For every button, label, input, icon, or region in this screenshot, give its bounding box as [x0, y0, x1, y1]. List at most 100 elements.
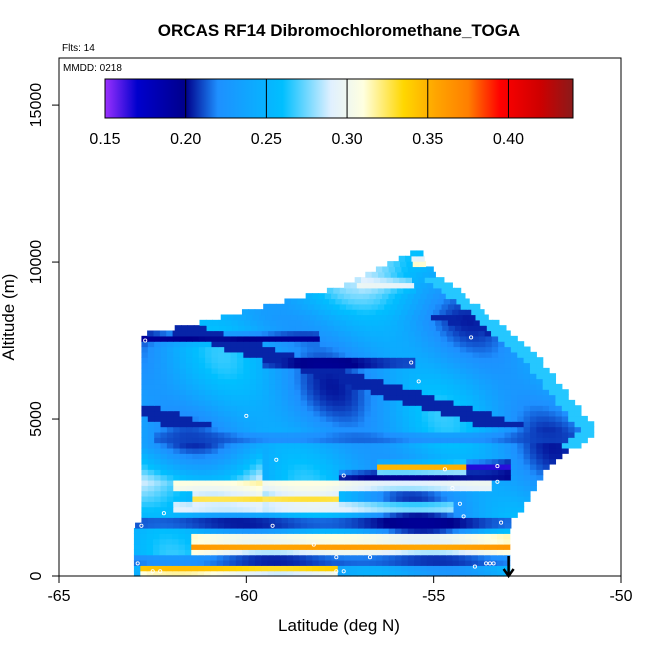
heatmap-cell [542, 378, 550, 385]
heatmap-cell [485, 485, 493, 492]
heatmap-cell [383, 383, 391, 390]
heatmap-cell [377, 335, 385, 342]
heatmap-cell [485, 335, 493, 342]
heatmap-cell [172, 570, 180, 577]
heatmap-cell [357, 367, 365, 374]
heatmap-cell [459, 474, 467, 481]
heatmap-cell [370, 490, 378, 497]
heatmap-cell [326, 351, 334, 358]
heatmap-cell [345, 367, 353, 374]
heatmap-cell [166, 421, 174, 428]
heatmap-cell [307, 367, 314, 374]
heatmap-cell [300, 367, 308, 374]
heatmap-cell [166, 357, 174, 364]
heatmap-cell [377, 394, 385, 401]
heatmap-cell [587, 431, 595, 438]
heatmap-cell [459, 373, 467, 380]
heatmap-cell [186, 485, 193, 492]
heatmap-cell [147, 367, 155, 374]
heatmap-cell [466, 341, 474, 348]
heatmap-cell [280, 570, 288, 577]
heatmap-cell [299, 543, 307, 550]
heatmap-cell [396, 394, 404, 401]
heatmap-cell [166, 442, 174, 449]
heatmap-cell [351, 501, 359, 508]
heatmap-cell [498, 437, 506, 444]
heatmap-cell [326, 485, 334, 492]
heatmap-cell [363, 533, 371, 540]
heatmap-cell [428, 501, 436, 508]
heatmap-cell [286, 554, 294, 561]
heatmap-cell [217, 383, 225, 390]
heatmap-cell [338, 367, 346, 374]
heatmap-cell [179, 458, 187, 465]
heatmap-cell [504, 362, 512, 369]
heatmap-cell [369, 293, 377, 300]
heatmap-cell [205, 501, 213, 508]
heatmap-cell [363, 527, 371, 534]
heatmap-cell [229, 330, 237, 337]
heatmap-cell [326, 319, 334, 326]
heatmap-cell [307, 319, 315, 326]
heatmap-cell [254, 549, 262, 556]
heatmap-cell [382, 330, 390, 337]
heatmap-cell [364, 490, 372, 497]
heatmap-cell [184, 527, 192, 534]
heatmap-cell [319, 399, 327, 406]
heatmap-cell [369, 570, 377, 577]
heatmap-cell [399, 298, 407, 305]
heatmap-cell [504, 522, 512, 529]
heatmap-cell [428, 431, 436, 438]
heatmap-cell [338, 511, 346, 518]
heatmap-cell [318, 293, 326, 300]
heatmap-cell [403, 287, 411, 294]
heatmap-cell [268, 495, 276, 502]
heatmap-cell [331, 309, 339, 316]
heatmap-cell [243, 373, 251, 380]
heatmap-cell [211, 501, 219, 508]
heatmap-cell [205, 389, 213, 396]
heatmap-cell [459, 501, 467, 508]
heatmap-cell [186, 490, 193, 497]
heatmap-cell [428, 479, 436, 486]
heatmap-cell [433, 565, 441, 572]
heatmap-cell [415, 362, 423, 369]
heatmap-cell [254, 543, 262, 550]
heatmap-cell [326, 431, 334, 438]
heatmap-cell [529, 351, 537, 358]
heatmap-cell [332, 421, 340, 428]
heatmap-cell [268, 463, 276, 470]
heatmap-cell [243, 453, 251, 460]
heatmap-cell [561, 421, 569, 428]
heatmap-cell [375, 565, 383, 572]
heatmap-cell [313, 437, 321, 444]
heatmap-cell [268, 426, 276, 433]
heatmap-cell [491, 517, 499, 524]
heatmap-cell [166, 367, 174, 374]
heatmap-cell [230, 394, 238, 401]
heatmap-cell [344, 330, 352, 337]
heatmap-cell [395, 266, 402, 273]
heatmap-cell [268, 437, 276, 444]
heatmap-cell [217, 421, 225, 428]
heatmap-cell [529, 463, 537, 470]
heatmap-cell [326, 458, 334, 465]
heatmap-cell [549, 383, 557, 390]
heatmap-cell [504, 367, 512, 374]
heatmap-cell [498, 522, 506, 529]
heatmap-cell [230, 410, 238, 417]
heatmap-cell [529, 485, 537, 492]
heatmap-cell [256, 378, 264, 385]
heatmap-cell [517, 485, 525, 492]
heatmap-cell [198, 341, 206, 348]
heatmap-cell [555, 453, 563, 460]
heatmap-cell [498, 447, 506, 454]
heatmap-cell [428, 522, 436, 529]
heatmap-cell [472, 367, 480, 374]
heatmap-cell [549, 378, 557, 385]
heatmap-cell [307, 346, 314, 353]
heatmap-cell [370, 341, 378, 348]
heatmap-cell [447, 303, 455, 310]
heatmap-cell [318, 565, 326, 572]
heatmap-cell [453, 453, 461, 460]
